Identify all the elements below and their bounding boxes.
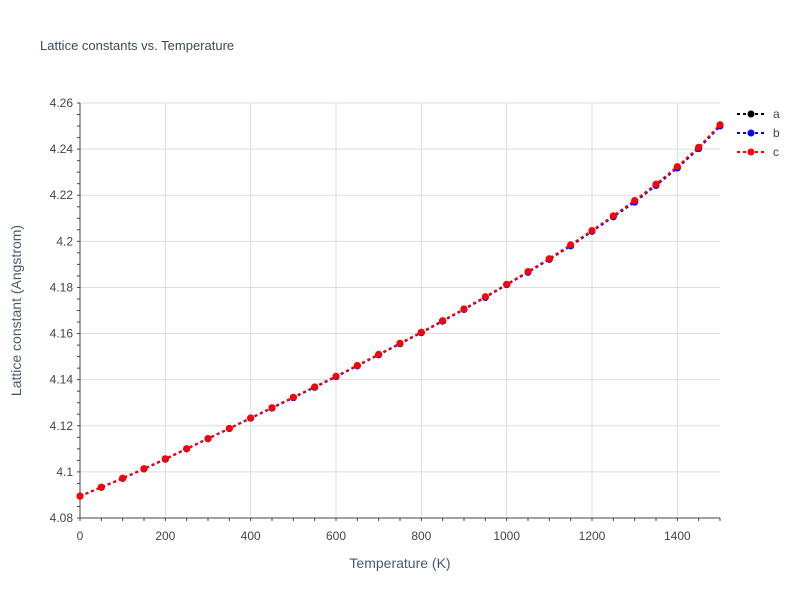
- legend-item-b[interactable]: b: [737, 126, 780, 140]
- data-point-c: [545, 255, 553, 263]
- legend-marker: [747, 148, 755, 156]
- data-point-c: [673, 163, 681, 171]
- y-tick-label: 4.1: [56, 465, 73, 479]
- data-point-c: [161, 455, 169, 463]
- x-tick-label: 1200: [579, 529, 606, 543]
- grid: [80, 102, 720, 519]
- data-point-c: [204, 434, 212, 442]
- x-axis-title: Temperature (K): [349, 555, 450, 571]
- y-tick-label: 4.12: [50, 419, 74, 433]
- x-tick-label: 0: [77, 529, 84, 543]
- data-point-c: [76, 492, 84, 500]
- y-tick-label: 4.2: [56, 234, 73, 248]
- data-point-c: [289, 393, 297, 401]
- data-point-c: [247, 414, 255, 422]
- series-line-c: [79, 123, 721, 498]
- y-tick-label: 4.24: [50, 142, 74, 156]
- data-point-c: [97, 483, 105, 491]
- axes: 0 200 400 600 800 1000 1200 1400 4.08 4.1 4.12 4.14…: [50, 96, 721, 543]
- data-point-c: [119, 474, 127, 482]
- series-line-b: [79, 125, 721, 498]
- data-point-c: [332, 372, 340, 380]
- data-point-c: [695, 143, 703, 151]
- data-point-c: [652, 180, 660, 188]
- data-point-c: [460, 305, 468, 313]
- y-tick-label: 4.16: [50, 327, 74, 341]
- x-tick-label: 600: [326, 529, 346, 543]
- x-tick-label: 800: [411, 529, 431, 543]
- data-point-c: [567, 241, 575, 249]
- legend-label: a: [773, 107, 780, 121]
- data-point-c: [375, 350, 383, 358]
- legend-marker: [747, 110, 755, 118]
- x-tick-label: 200: [155, 529, 175, 543]
- y-tick-label: 4.26: [50, 96, 74, 110]
- data-point-c: [631, 197, 639, 205]
- chart-title: Lattice constants vs. Temperature: [40, 38, 234, 53]
- x-tick-label: 1400: [664, 529, 691, 543]
- data-point-c: [353, 361, 361, 369]
- plot-area: [76, 121, 724, 500]
- y-tick-label: 4.18: [50, 280, 74, 294]
- data-point-c: [716, 121, 724, 129]
- y-tick-label: 4.08: [50, 511, 74, 525]
- y-tick-label: 4.14: [50, 373, 74, 387]
- x-tick-label: 400: [241, 529, 261, 543]
- data-point-c: [503, 280, 511, 288]
- series-line-a: [79, 124, 721, 498]
- data-point-c: [524, 268, 532, 276]
- x-tick-label: 1000: [493, 529, 520, 543]
- data-point-c: [396, 339, 404, 347]
- data-point-c: [183, 445, 191, 453]
- data-point-c: [225, 424, 233, 432]
- data-point-c: [609, 212, 617, 220]
- data-point-c: [311, 383, 319, 391]
- data-point-c: [588, 226, 596, 234]
- data-point-c: [439, 317, 447, 325]
- data-point-c: [140, 465, 148, 473]
- data-point-c: [481, 293, 489, 301]
- legend[interactable]: abc: [737, 107, 780, 159]
- legend-label: b: [773, 126, 780, 140]
- legend-item-a[interactable]: a: [737, 107, 780, 121]
- data-point-c: [417, 328, 425, 336]
- data-point-c: [268, 404, 276, 412]
- y-tick-label: 4.22: [50, 188, 74, 202]
- legend-label: c: [773, 145, 779, 159]
- legend-item-c[interactable]: c: [737, 145, 779, 159]
- y-axis-title: Lattice constant (Angstrom): [8, 225, 24, 396]
- legend-marker: [747, 129, 755, 137]
